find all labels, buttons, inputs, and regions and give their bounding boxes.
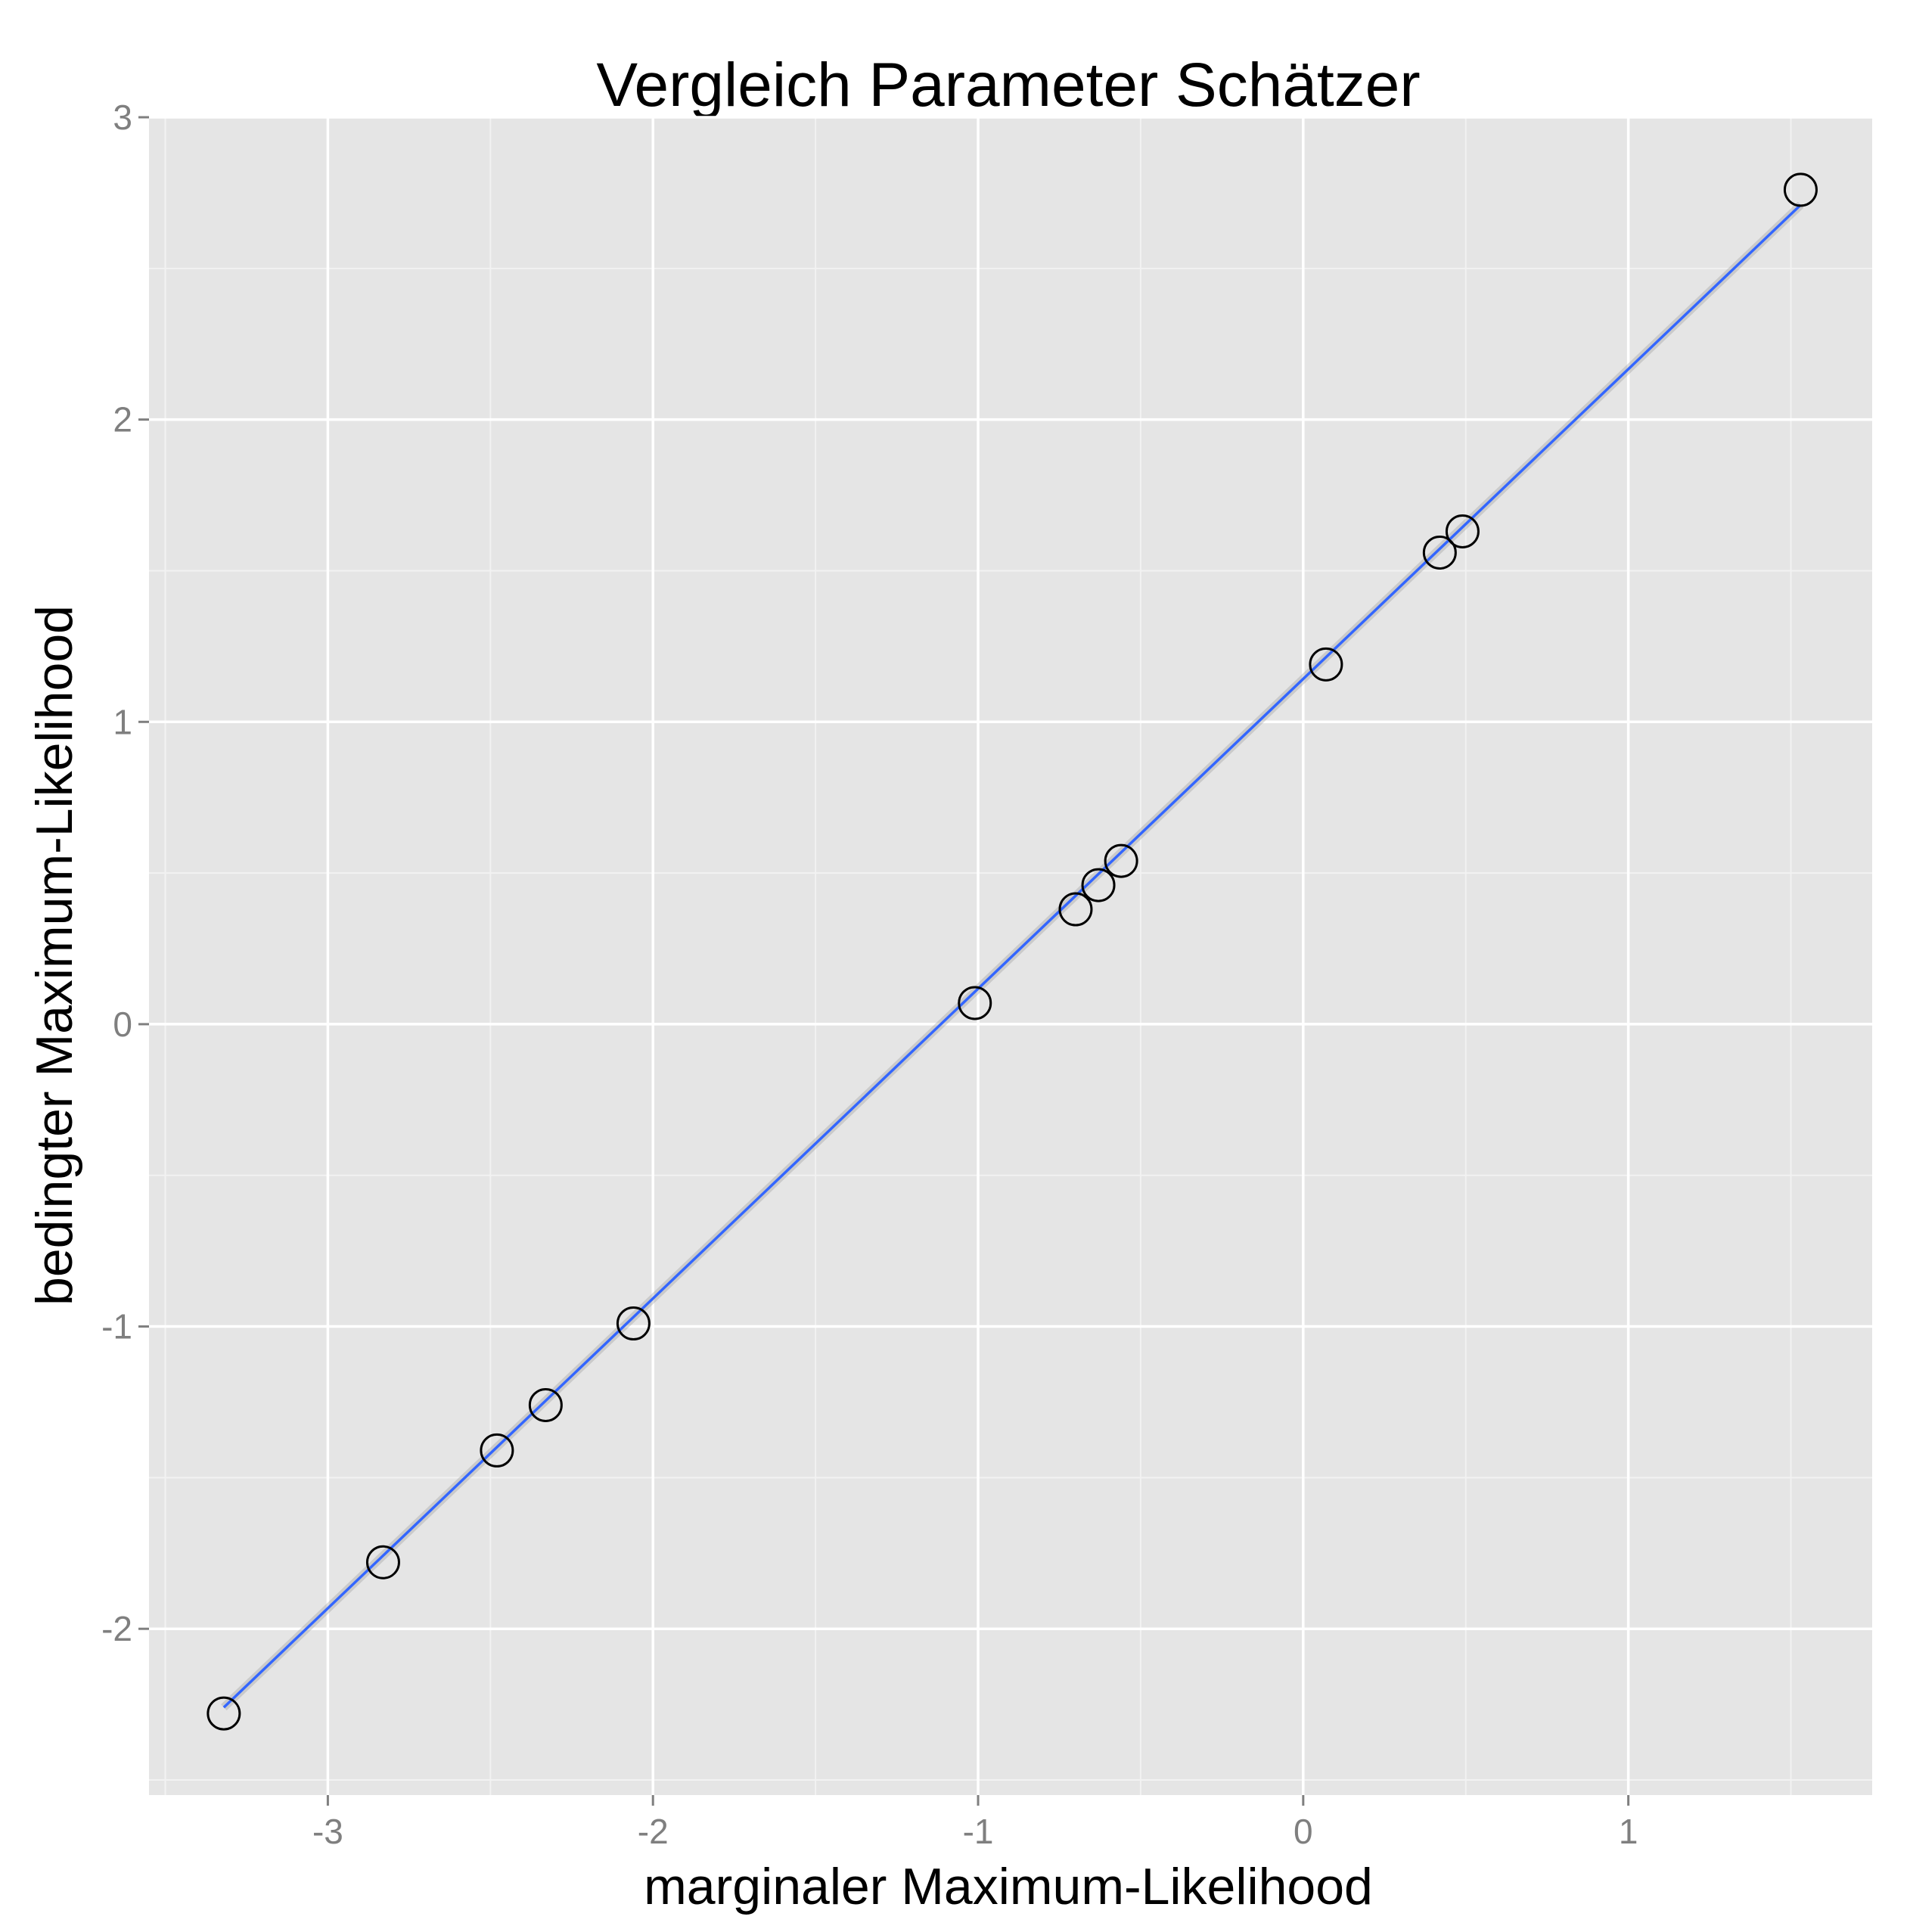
x-tick-label: -2 — [638, 1812, 669, 1851]
y-axis-title: bedingter Maximum-Likelihood — [26, 605, 83, 1306]
y-tick-label: 2 — [113, 400, 132, 440]
x-tick-label: 1 — [1619, 1812, 1638, 1851]
y-tick-label: -1 — [101, 1307, 132, 1346]
y-tick-label: 1 — [113, 702, 132, 741]
data-point — [958, 986, 992, 1020]
x-tick-label: -3 — [312, 1812, 343, 1851]
data-points — [207, 172, 1818, 1731]
regression-line-path — [222, 203, 1802, 1709]
data-point — [1783, 172, 1818, 207]
data-point — [1422, 535, 1457, 570]
y-tick-label: 3 — [113, 98, 132, 137]
data-point — [365, 1545, 400, 1579]
chart-title: Vergleich Parameter Schätzer — [596, 51, 1420, 120]
major-gridlines — [149, 116, 1872, 1795]
data-point — [1309, 647, 1343, 682]
minor-gridlines — [149, 117, 1872, 1795]
y-tick-label: 0 — [113, 1005, 132, 1044]
data-point — [207, 1696, 241, 1731]
data-point — [1104, 843, 1138, 878]
axis-ticks: -3 -2 -1 0 1 -2 -1 0 1 2 3 — [101, 98, 1638, 1851]
data-point — [1058, 892, 1093, 927]
data-point — [1081, 868, 1116, 902]
regression-line — [222, 203, 1802, 1709]
data-point — [1445, 514, 1480, 549]
x-tick-label: 0 — [1294, 1812, 1313, 1851]
data-point — [480, 1433, 514, 1468]
x-axis-title: marginaler Maximum-Likelihood — [644, 1858, 1373, 1915]
x-tick-label: -1 — [963, 1812, 994, 1851]
y-tick-label: -2 — [101, 1609, 132, 1648]
data-point — [616, 1306, 651, 1341]
data-point — [528, 1387, 563, 1422]
